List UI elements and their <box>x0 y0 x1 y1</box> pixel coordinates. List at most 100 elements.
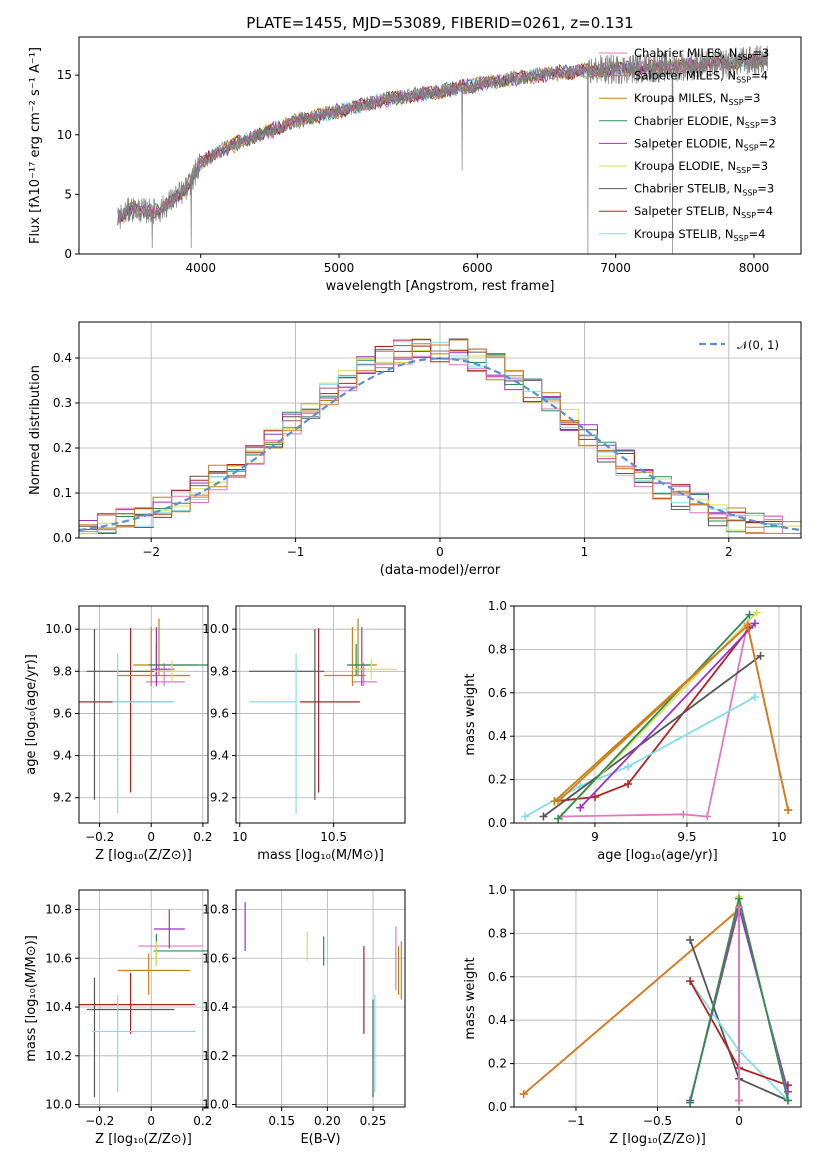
legend-entry: 𝒩(0, 1) <box>737 338 779 352</box>
y-tick-label: 5 <box>64 187 72 201</box>
axes-frame <box>78 36 802 255</box>
x-tick-label: −1 <box>567 1114 585 1128</box>
figure-title: PLATE=1455, MJD=53089, FIBERID=0261, z=0… <box>246 14 633 32</box>
weight-marker <box>679 810 688 819</box>
x-axis-label: Z [log₁₀(Z/Z⊙)] <box>95 1132 192 1147</box>
weight-marker <box>752 608 761 617</box>
x-tick-label: 9 <box>591 830 599 844</box>
legend-entry: Chabrier ELODIE, NSSP=3 <box>634 114 777 130</box>
y-tick-label: 0.4 <box>488 729 507 743</box>
legend-entry: Chabrier STELIB, NSSP=3 <box>634 182 774 198</box>
y-tick-label: 9.4 <box>53 749 72 763</box>
y-tick-label: 1.0 <box>488 883 507 897</box>
weight-series-line <box>542 655 762 818</box>
x-tick-label: 0.25 <box>360 1114 387 1128</box>
y-tick-label: 10.4 <box>202 1000 229 1014</box>
x-axis-label: Z [log₁₀(Z/Z⊙)] <box>95 848 192 863</box>
x-tick-label: 6000 <box>462 261 493 275</box>
residual-histogram <box>79 338 801 534</box>
weight-marker <box>554 797 563 806</box>
y-tick-label: 10.0 <box>45 622 72 636</box>
y-axis-label: Flux [fλ10⁻¹⁷ erg cm⁻² s⁻¹ A⁻¹] <box>28 47 43 244</box>
y-axis-label: age [log₁₀(age/yr)] <box>24 654 39 775</box>
residual-histogram <box>79 338 801 534</box>
axes-frame <box>513 605 802 824</box>
x-tick-label: 7000 <box>600 261 631 275</box>
y-tick-label: 9.8 <box>53 664 72 678</box>
legend-entry: Salpeter ELODIE, NSSP=2 <box>634 136 776 152</box>
weight-marker <box>686 935 695 944</box>
y-tick-label: 0.0 <box>488 816 507 830</box>
y-tick-label: 9.4 <box>210 749 229 763</box>
residual-histogram <box>79 350 801 534</box>
weight-marker <box>624 762 633 771</box>
y-tick-label: 9.2 <box>210 791 229 805</box>
spectrum-plot: Chabrier MILES, NSSP=3 Salpeter MILES, NS… <box>28 36 802 294</box>
y-tick-label: 9.6 <box>53 706 72 720</box>
y-tick-label: 10.8 <box>202 903 229 917</box>
x-tick-label: 0.2 <box>193 1114 212 1128</box>
y-tick-label: 10.0 <box>202 1098 229 1112</box>
x-axis-label: E(B-V) <box>300 1132 340 1147</box>
axes-frame <box>235 605 406 824</box>
x-tick-label: 8000 <box>739 261 770 275</box>
y-tick-label: 0.2 <box>488 1057 507 1071</box>
y-tick-label: 0.3 <box>53 396 72 410</box>
y-tick-label: 0.8 <box>488 642 507 656</box>
weight-vs-age-plot: 9 9.5 10 0.0 0.2 0.4 0.6 0.8 1.0 age [log₁₀(age/y… <box>463 599 802 863</box>
mass-vs-metallicity-plot: −0.2 0 0.2 10.0 10.2 10.4 10.6 10.8 Z [log₁₀(Z/Z… <box>24 889 212 1147</box>
x-tick-label: 0 <box>735 1114 743 1128</box>
x-tick-label: 0.20 <box>314 1114 341 1128</box>
x-tick-label: −1 <box>287 545 305 559</box>
axes-frame <box>78 605 209 824</box>
weight-series-line <box>554 627 751 803</box>
y-tick-label: 0.4 <box>488 1013 507 1027</box>
mass-vs-ebv-plot: 0.15 0.20 0.25 10.0 10.2 10.4 10.6 10.8 E(B-V) <box>202 889 406 1147</box>
residual-histogram <box>79 339 801 534</box>
y-tick-label: 10.4 <box>45 1000 72 1014</box>
y-tick-label: 10.0 <box>202 622 229 636</box>
axes-frame <box>235 889 406 1108</box>
residual-histogram <box>79 339 801 534</box>
y-tick-label: 10.8 <box>45 903 72 917</box>
y-tick-label: 0.0 <box>488 1100 507 1114</box>
weight-marker <box>686 1098 695 1107</box>
y-tick-label: 10.2 <box>45 1049 72 1063</box>
y-axis-label: Normed distribution <box>28 365 43 495</box>
x-tick-label: 4000 <box>185 261 216 275</box>
x-axis-label: (data-model)/error <box>380 563 501 578</box>
legend-entry: Kroupa STELIB, NSSP=4 <box>634 227 765 243</box>
y-tick-label: 0.0 <box>53 531 72 545</box>
y-tick-label: 10.6 <box>45 951 72 965</box>
x-tick-label: 2 <box>725 545 733 559</box>
weight-marker <box>590 792 599 801</box>
x-tick-label: 10 <box>771 830 786 844</box>
weight-series-line <box>579 622 756 809</box>
weight-marker <box>554 814 563 823</box>
x-tick-label: 0.2 <box>193 830 212 844</box>
x-tick-label: 0 <box>147 1114 155 1128</box>
weight-marker <box>751 693 760 702</box>
x-tick-label: 0 <box>147 830 155 844</box>
y-tick-label: 0.2 <box>488 773 507 787</box>
y-tick-label: 9.6 <box>210 706 229 720</box>
weight-marker <box>784 805 793 814</box>
weight-marker <box>519 1089 528 1098</box>
age-vs-metallicity-plot: −0.2 0 0.2 9.2 9.4 9.6 9.8 10.0 Z [log₁₀(Z/Z⊙)] a… <box>24 605 212 863</box>
axes-frame <box>78 889 209 1108</box>
x-tick-label: 10 <box>232 830 247 844</box>
x-tick-label: 9.5 <box>677 830 696 844</box>
x-axis-label: mass [log₁₀(M/M⊙)] <box>257 848 384 863</box>
weight-marker <box>735 903 744 912</box>
residual-histogram <box>79 348 801 534</box>
y-tick-label: 10.6 <box>202 951 229 965</box>
residuals-plot: 𝒩(0, 1) −2 −1 0 1 2 0.0 0.1 0.2 0.3 0.4 (data-model… <box>28 321 802 578</box>
y-tick-label: 10.0 <box>45 1098 72 1112</box>
x-axis-label: age [log₁₀(age/yr)] <box>597 848 718 863</box>
weight-series-line <box>561 623 749 818</box>
x-axis-label: wavelength [Angstrom, rest frame] <box>326 279 555 294</box>
legend-entry: Salpeter MILES, NSSP=4 <box>634 69 768 85</box>
y-tick-label: 0.1 <box>53 486 72 500</box>
observed-spectrum-line <box>117 45 768 254</box>
y-axis-label: mass [log₁₀(M/M⊙)] <box>24 935 39 1062</box>
